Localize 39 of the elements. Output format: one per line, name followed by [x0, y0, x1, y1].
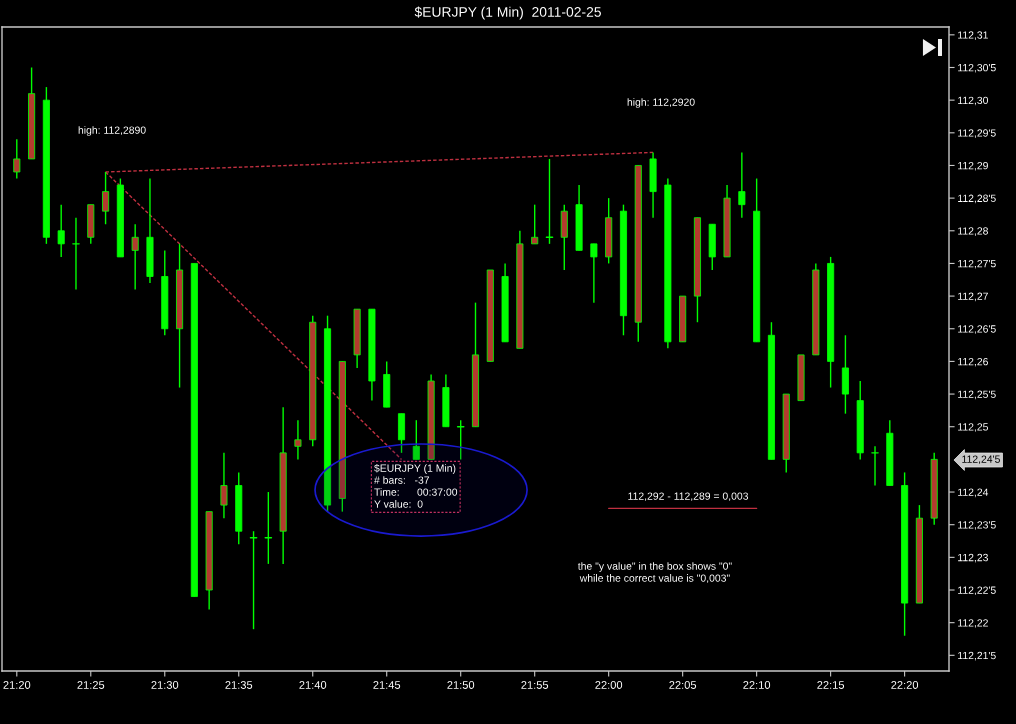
x-tick-label: 22:20 — [891, 681, 919, 689]
x-tick-label: 21:45 — [373, 681, 401, 689]
y-tick-label: 112,27 — [958, 292, 988, 302]
y-tick-label: 112,23'5 — [958, 521, 996, 530]
y-tick-label: 112,24 — [958, 488, 989, 498]
text: 112,24'5 — [962, 455, 1000, 465]
x-tick-label: 21:20 — [3, 681, 31, 689]
y-tick-label: 112,27'5 — [958, 259, 996, 269]
y-tick-label: 112,29'5 — [958, 129, 996, 138]
annotation: the "y value" in the box shows "0" while the correct value is "0,003" — [577, 562, 732, 583]
y-tick-label: 112,25 — [958, 423, 988, 432]
x-tick-label: 21:30 — [151, 681, 179, 689]
annotation: $EURJPY (1 Min) # bars: -37 Time: 00:37:00 Y value: 0 — [374, 464, 458, 508]
y-tick-label: 112,28'5 — [958, 194, 996, 204]
annotation: high: 112,2920 — [627, 98, 695, 108]
y-tick-label: 112,22'5 — [958, 586, 996, 596]
y-tick-label: 112,22 — [958, 619, 988, 628]
y-tick-label: 112,21'5 — [958, 651, 996, 661]
x-tick-label: 22:05 — [669, 681, 697, 689]
annotation: high: 112,2890 — [78, 126, 146, 136]
x-tick-label: 22:10 — [743, 681, 771, 689]
x-tick-label: 22:15 — [817, 681, 845, 689]
y-tick-label: 112,30 — [958, 96, 989, 106]
y-tick-label: 112,26'5 — [958, 325, 996, 334]
y-tick-label: 112,28 — [958, 227, 988, 236]
y-tick-label: 112,30'5 — [958, 64, 996, 73]
x-tick-label: 21:55 — [521, 681, 549, 689]
y-tick-label: 112,25'5 — [958, 390, 996, 400]
y-tick-label: 112,31 — [958, 31, 988, 40]
annotation: 112,292 - 112,289 = 0,003 — [628, 492, 749, 502]
x-tick-label: 21:50 — [447, 681, 475, 689]
y-tick-label: 112,26 — [958, 357, 988, 367]
x-tick-label: 22:00 — [595, 681, 623, 689]
x-tick-label: 21:35 — [225, 681, 253, 689]
chart-title: $EURJPY (1 Min) 2011-02-25 — [414, 6, 601, 20]
x-tick-label: 21:40 — [299, 681, 327, 689]
y-tick-label: 112,23 — [958, 553, 988, 563]
x-tick-label: 21:25 — [77, 681, 105, 689]
y-tick-label: 112,29 — [958, 161, 988, 171]
